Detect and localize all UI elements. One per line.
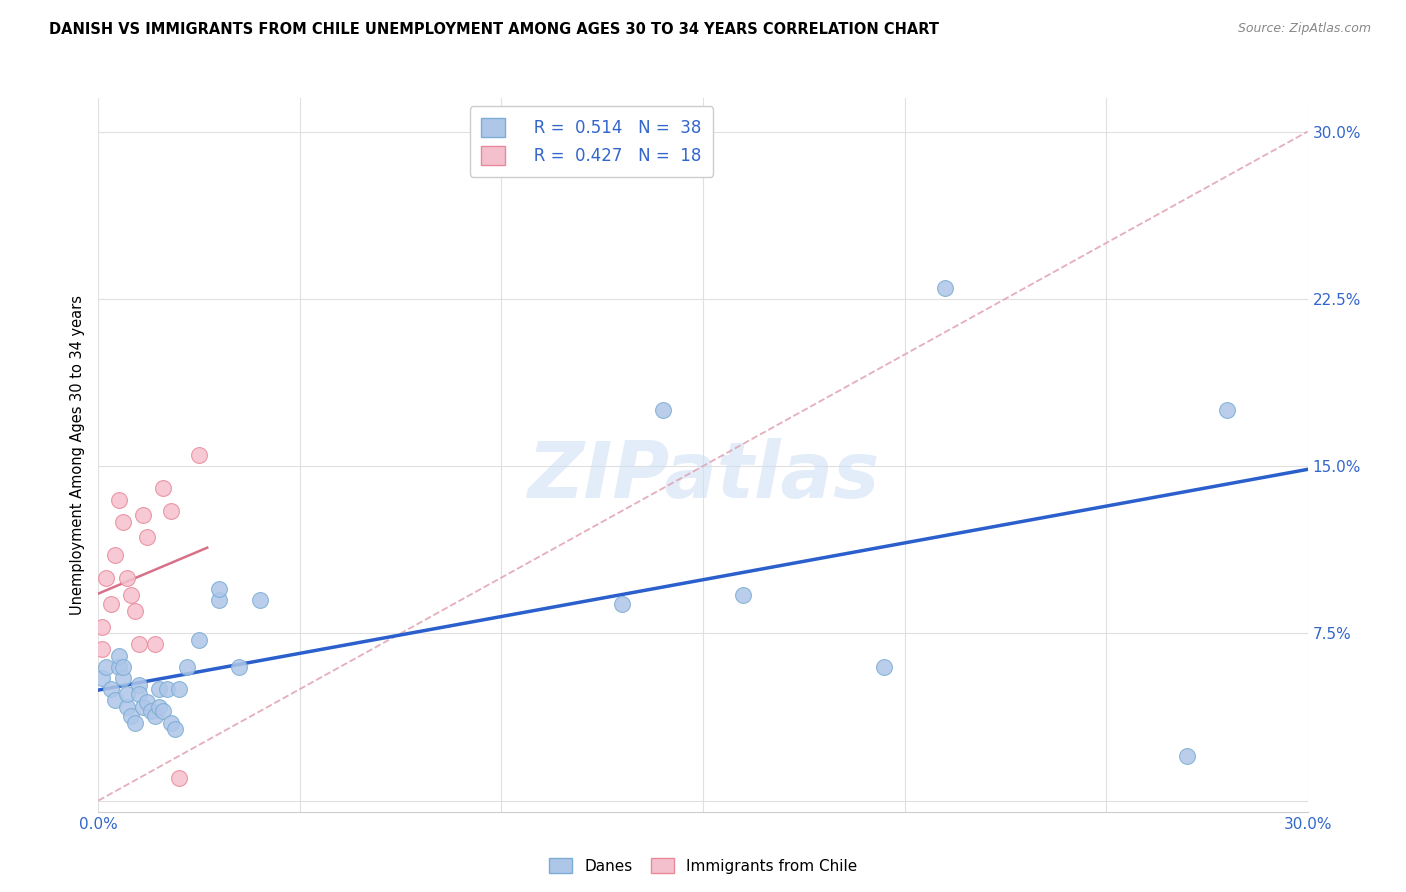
Y-axis label: Unemployment Among Ages 30 to 34 years: Unemployment Among Ages 30 to 34 years (69, 295, 84, 615)
Point (128, 637, 150, 651)
Point (160, 503, 183, 517)
Point (135, 530, 157, 544)
Point (148, 699, 170, 714)
Point (115, 699, 138, 714)
Point (107, 648, 129, 663)
Point (124, 604, 146, 618)
Point (733, 589, 755, 603)
Point (152, 705, 174, 719)
Point (111, 515, 134, 529)
Legend: Danes, Immigrants from Chile: Danes, Immigrants from Chile (543, 852, 863, 880)
Legend:    R =  0.514   N =  38,    R =  0.427   N =  18: R = 0.514 N = 38, R = 0.427 N = 18 (470, 106, 713, 177)
Point (228, 660, 250, 674)
Point (143, 637, 166, 651)
Point (100, 681, 122, 696)
Point (100, 598, 122, 612)
Point (612, 598, 634, 612)
Point (139, 705, 162, 719)
Point (120, 589, 142, 603)
Point (115, 571, 138, 585)
Point (249, 592, 271, 607)
Point (873, 660, 896, 674)
Point (111, 660, 134, 674)
Point (160, 715, 183, 730)
Point (91, 619, 114, 633)
Point (132, 508, 155, 523)
Point (107, 492, 129, 507)
Point (96, 660, 118, 674)
Text: ZIPatlas: ZIPatlas (527, 438, 879, 515)
Point (111, 671, 134, 685)
Point (188, 633, 211, 648)
Point (651, 403, 673, 417)
Point (208, 592, 231, 607)
Point (128, 678, 150, 692)
Text: Source: ZipAtlas.com: Source: ZipAtlas.com (1237, 22, 1371, 36)
Point (1175, 749, 1198, 764)
Point (91, 671, 114, 685)
Point (115, 687, 138, 701)
Point (934, 281, 956, 295)
Point (1216, 403, 1239, 417)
Point (163, 723, 186, 737)
Point (167, 771, 190, 786)
Point (128, 687, 150, 701)
Point (96, 571, 118, 585)
Text: DANISH VS IMMIGRANTS FROM CHILE UNEMPLOYMENT AMONG AGES 30 TO 34 YEARS CORRELATI: DANISH VS IMMIGRANTS FROM CHILE UNEMPLOY… (49, 22, 939, 37)
Point (156, 681, 179, 696)
Point (167, 681, 190, 696)
Point (103, 548, 125, 563)
Point (148, 681, 170, 696)
Point (107, 660, 129, 674)
Point (135, 696, 157, 710)
Point (188, 448, 211, 462)
Point (208, 582, 231, 596)
Point (143, 708, 166, 723)
Point (120, 708, 142, 723)
Point (103, 693, 125, 707)
Point (176, 660, 198, 674)
Point (124, 715, 146, 730)
Point (152, 481, 174, 495)
Point (91, 642, 114, 657)
Point (132, 699, 155, 714)
